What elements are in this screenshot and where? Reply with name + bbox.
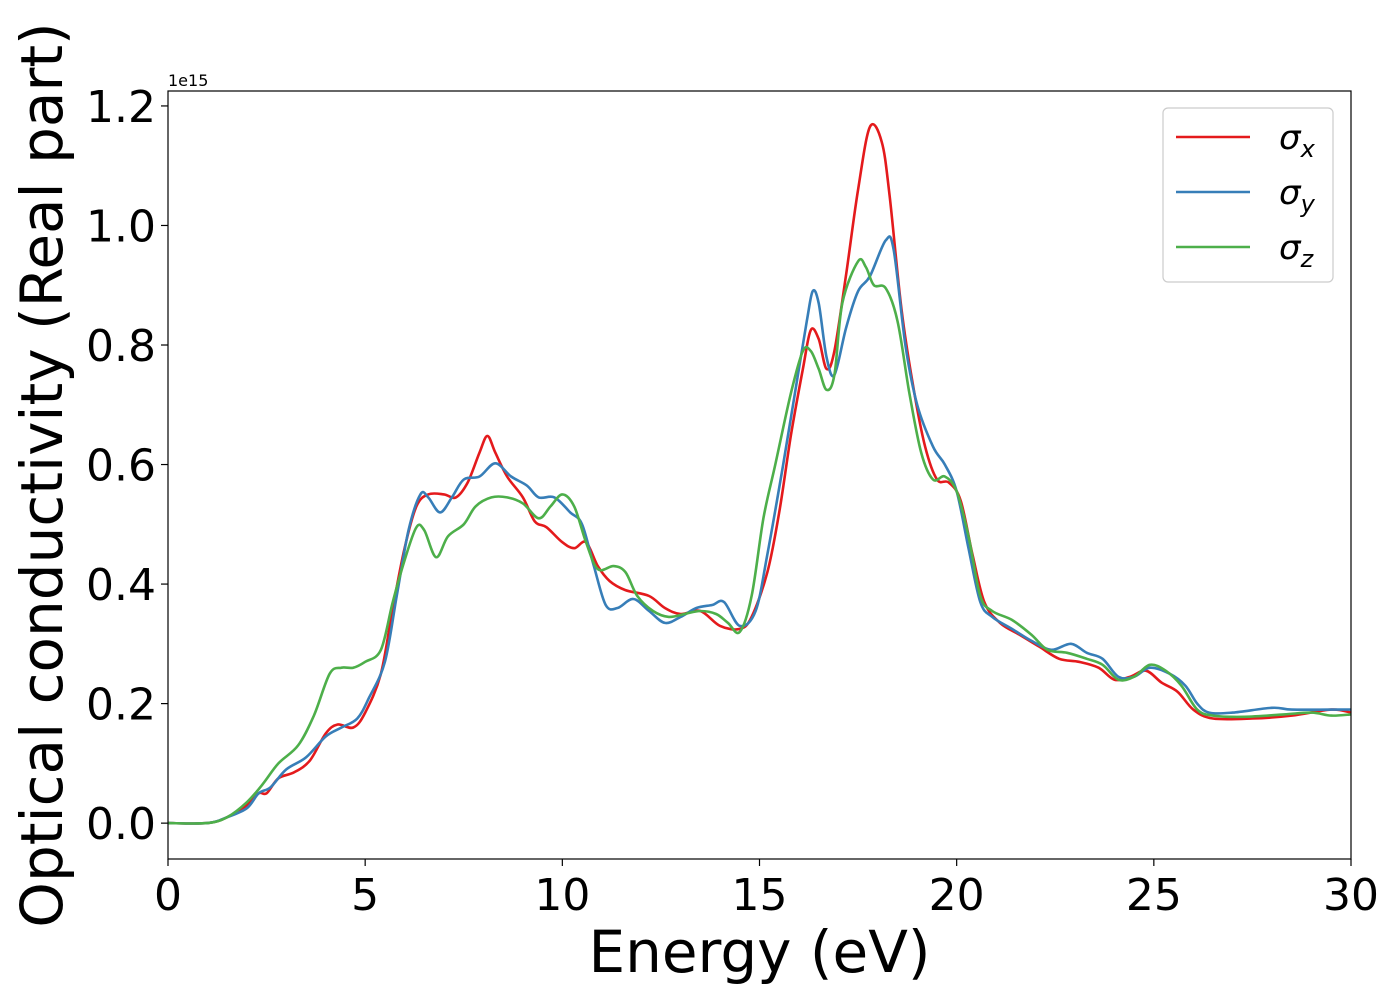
y-offset-label: 1e15 — [168, 71, 208, 90]
x-tick-label: 15 — [732, 870, 788, 921]
legend-box — [1162, 107, 1334, 283]
y-tick-label: 0.2 — [86, 680, 156, 731]
x-tick-label: 0 — [154, 870, 182, 921]
y-tick-label: 0.8 — [86, 321, 156, 372]
x-tick-label: 10 — [534, 870, 590, 921]
x-axis-label: Energy (eV) — [588, 918, 930, 986]
x-tick-label: 25 — [1126, 870, 1182, 921]
series-line-y — [168, 235, 1351, 825]
legend-label-y: σy — [1279, 173, 1316, 218]
x-tick-label: 30 — [1323, 870, 1379, 921]
y-tick-label: 0.4 — [86, 560, 156, 611]
legend-label-x: σx — [1279, 118, 1316, 163]
legend: σx σy σz — [1162, 107, 1334, 283]
series-lines — [168, 122, 1351, 825]
legend-label-z: σz — [1279, 228, 1315, 273]
y-tick-label: 1.0 — [86, 201, 156, 252]
y-tick-label: 1.2 — [86, 82, 156, 133]
y-axis-label: Optical conductivity (Real part) — [8, 22, 76, 927]
y-tick-label: 0.6 — [86, 441, 156, 492]
axis-ticks: 0 5 10 15 20 25 30 0.0 0.2 0.4 0.6 0.8 1.0 1.2 — [86, 82, 1379, 921]
x-tick-label: 20 — [929, 870, 985, 921]
series-line-z — [168, 257, 1351, 825]
x-tick-label: 5 — [351, 870, 379, 921]
y-tick-label: 0.0 — [86, 799, 156, 850]
